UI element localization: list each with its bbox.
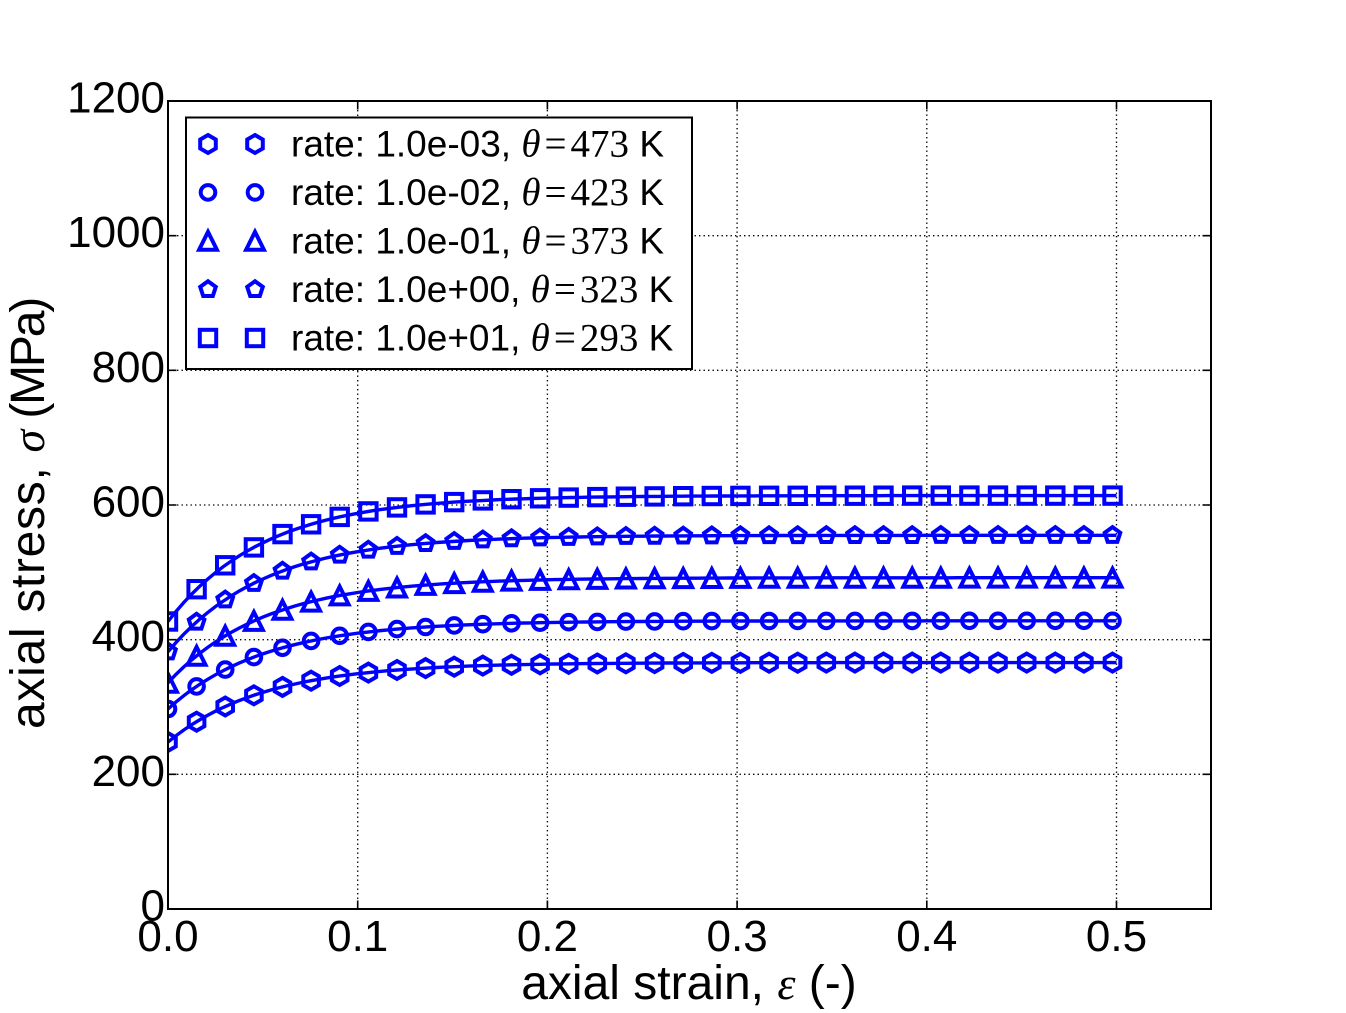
svg-text:axial stress, σ (MPa): axial stress, σ (MPa) [2,299,55,729]
svg-text:0.0: 0.0 [137,912,198,961]
svg-text:0: 0 [141,882,165,931]
svg-text:600: 600 [92,478,165,527]
svg-text:0.3: 0.3 [707,912,768,961]
svg-text:rate: 1.0e+01, θ=293 K: rate: 1.0e+01, θ = 293 K [291,317,674,360]
svg-text:0.4: 0.4 [896,912,957,961]
svg-text:1200: 1200 [67,74,165,123]
svg-text:rate: 1.0e-01, θ=373 K: rate: 1.0e-01, θ = 373 K [291,219,664,262]
svg-text:400: 400 [92,612,165,661]
svg-text:1000: 1000 [67,208,165,257]
svg-text:0.1: 0.1 [327,912,388,961]
svg-text:200: 200 [92,747,165,796]
svg-text:axial strain, ε (-): axial strain, ε (-) [521,957,857,1010]
svg-text:800: 800 [92,343,165,392]
svg-text:rate: 1.0e-03, θ=473 K: rate: 1.0e-03, θ = 473 K [291,123,664,166]
svg-text:0.5: 0.5 [1086,912,1147,961]
svg-text:rate: 1.0e+00, θ=323 K: rate: 1.0e+00, θ = 323 K [291,268,674,311]
svg-text:0.2: 0.2 [517,912,578,961]
svg-text:rate: 1.0e-02, θ=423 K: rate: 1.0e-02, θ = 423 K [291,171,664,214]
